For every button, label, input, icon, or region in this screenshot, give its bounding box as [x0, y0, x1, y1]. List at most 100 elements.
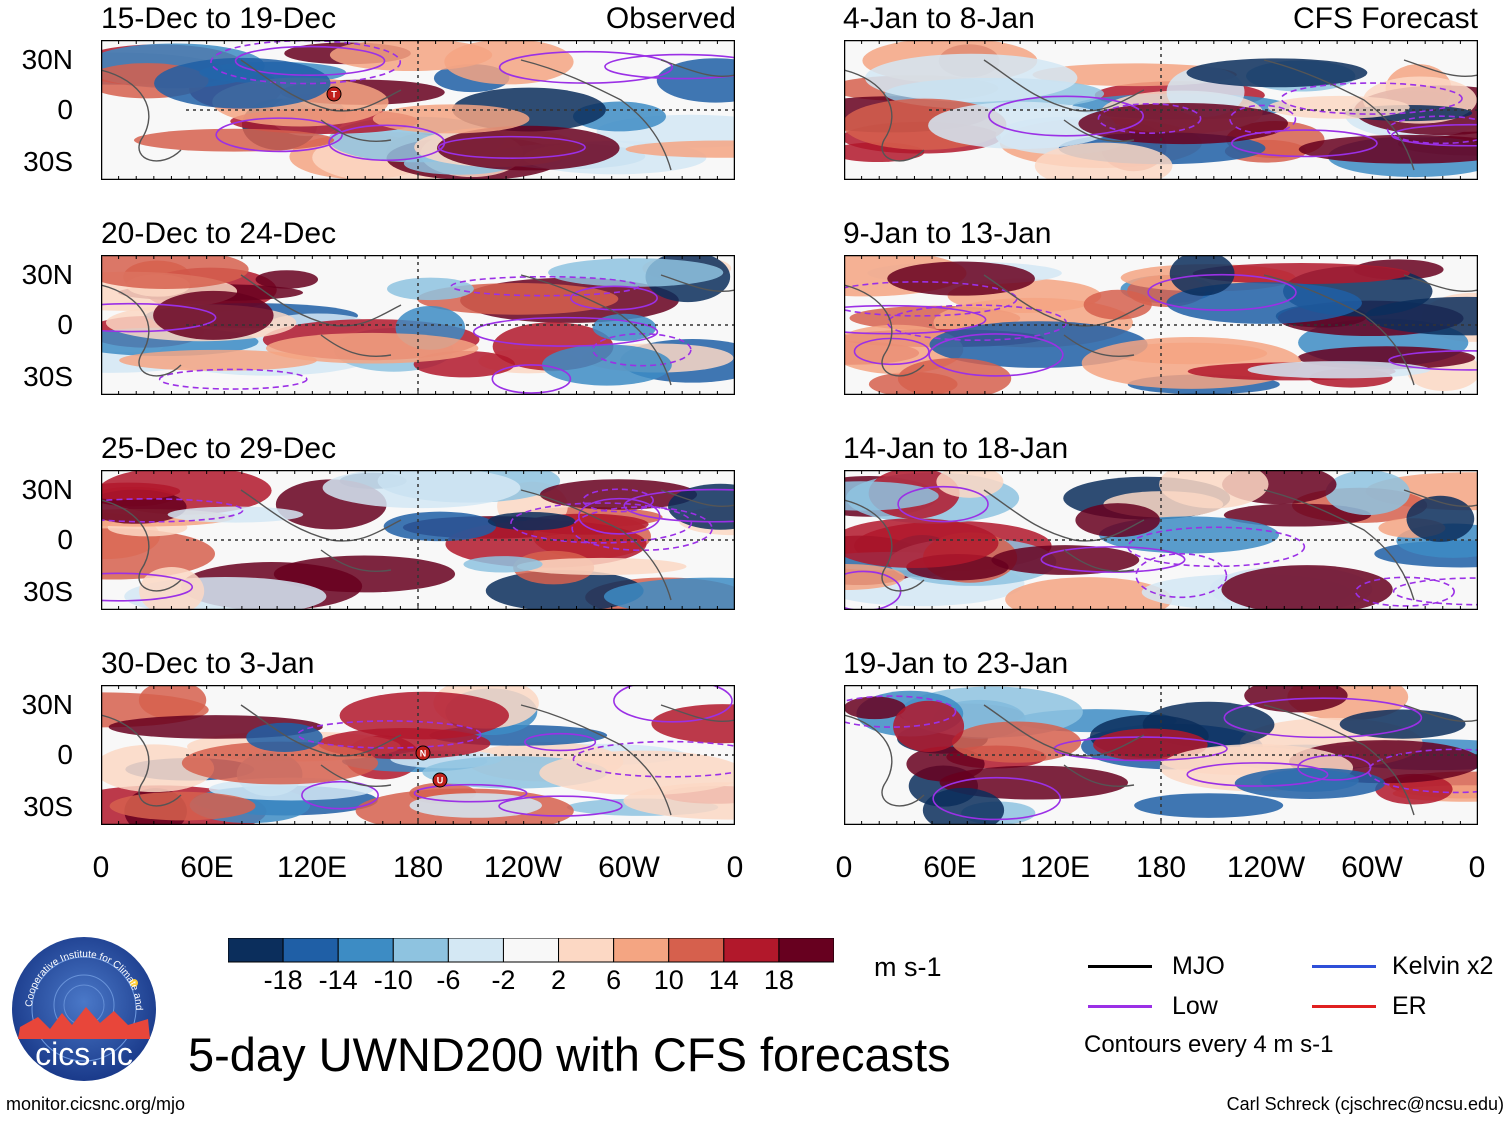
wind-anomaly-blob	[154, 57, 331, 109]
coastline	[1263, 489, 1415, 601]
coastline	[1403, 489, 1478, 507]
footer-url: monitor.cicsnc.org/mjo	[6, 1094, 186, 1114]
wind-anomaly-blob	[1247, 361, 1431, 379]
panel-title-5: 4-Jan to 8-Jan	[843, 2, 1035, 35]
svg-text:N: N	[420, 749, 427, 759]
wind-anomaly-blob	[1221, 565, 1393, 610]
low-contour	[1127, 526, 1306, 568]
low-contour	[928, 333, 1064, 377]
low-contour	[101, 572, 194, 602]
low-contour	[498, 795, 623, 817]
coastline	[1263, 274, 1415, 386]
panel-title-3: 25-Dec to 29-Dec	[101, 432, 337, 465]
lon-tick-label: 120E	[276, 851, 348, 884]
coastline	[1063, 764, 1135, 787]
coastline	[660, 59, 735, 77]
low-contour	[1040, 546, 1186, 573]
wind-anomaly-blob	[101, 255, 249, 289]
coastline	[240, 489, 402, 542]
coastline	[1403, 274, 1478, 292]
wind-anomaly-blob	[181, 741, 379, 785]
wind-anomaly-blob	[1078, 102, 1288, 145]
colorbar-swatch	[447, 938, 504, 963]
wind-anomaly-blob	[1406, 495, 1475, 542]
lat-tick-label: 0	[57, 309, 73, 340]
wind-anomaly-blob	[865, 53, 1078, 102]
wind-anomaly-blob	[153, 290, 274, 340]
colorbar-tick-label: 18	[763, 965, 794, 995]
coastline	[983, 59, 1145, 112]
wind-anomaly-blob	[1223, 503, 1372, 527]
coastline	[844, 284, 925, 377]
lat-tick-label: 30S	[23, 576, 73, 607]
main-title: 5-day UWND200 with CFS forecasts	[188, 1028, 951, 1081]
low-contour	[988, 95, 1144, 137]
low-contour	[577, 497, 661, 535]
svg-text:U: U	[437, 776, 444, 786]
colorbar-units: m s-1	[874, 952, 942, 982]
wind-anomaly-blob	[101, 744, 215, 793]
coastline	[520, 489, 672, 601]
low-contour	[1367, 748, 1478, 794]
coastline	[240, 274, 402, 327]
lat-tick-label: 30N	[21, 44, 73, 75]
wind-anomaly-blob	[485, 570, 644, 610]
colorbar-tick-label: 6	[606, 965, 622, 995]
low-contour	[472, 316, 659, 347]
low-contour	[215, 117, 343, 153]
coastline	[660, 489, 735, 507]
low-contour	[101, 302, 217, 333]
map-panel-6	[844, 255, 1478, 395]
map-panel-4: NU	[101, 685, 735, 825]
coastline	[320, 119, 392, 142]
coastline	[983, 704, 1145, 757]
coastline	[320, 334, 392, 357]
low-contour	[844, 695, 957, 728]
panel-title-4: 30-Dec to 3-Jan	[101, 647, 315, 680]
wind-anomaly-blob	[134, 128, 335, 152]
wind-anomaly-blob	[893, 700, 965, 752]
panel-title-8: 19-Jan to 23-Jan	[843, 647, 1069, 680]
colorbar-tick-label: 14	[708, 965, 739, 995]
map-panel-2	[101, 255, 735, 395]
lon-tick-label: 60E	[180, 851, 234, 884]
colorbar-tick-label: -2	[491, 965, 516, 995]
coastline	[240, 704, 402, 757]
lat-tick-label: 30N	[21, 689, 73, 720]
map-panel-3	[101, 470, 735, 610]
lon-tick-label: 60E	[923, 851, 977, 884]
wind-anomaly-blob	[1083, 289, 1152, 320]
contour-note: Contours every 4 m s-1	[1084, 1031, 1334, 1058]
coastline	[844, 499, 925, 592]
low-contour	[524, 732, 597, 752]
wind-anomaly-blob	[897, 358, 1012, 395]
low-contour	[413, 783, 528, 803]
colorbar-swatch	[228, 938, 284, 963]
wind-anomaly-blob	[844, 696, 906, 720]
panel-title-2: 20-Dec to 24-Dec	[101, 217, 337, 250]
wind-anomaly-blob	[383, 511, 497, 542]
colorbar-tick-label: -14	[318, 965, 358, 995]
colorbar	[228, 938, 834, 963]
coastline	[240, 59, 402, 112]
lon-tick-label: 120W	[483, 851, 563, 884]
wind-anomaly-blob	[1134, 793, 1284, 818]
wind-anomaly-blob	[651, 704, 735, 744]
coastline	[844, 714, 925, 807]
low-contour	[571, 506, 713, 552]
wind-anomaly-blob	[372, 104, 530, 134]
colorbar-tick-label: -6	[436, 965, 461, 995]
low-contour	[1391, 123, 1478, 147]
lon-tick-label: 180	[392, 851, 444, 884]
er-legend-line	[1312, 1005, 1376, 1008]
colorbar-tick-label: -10	[373, 965, 413, 995]
wind-anomaly-blob	[1034, 142, 1173, 180]
coastline	[1063, 549, 1135, 572]
lon-tick-label: 0	[1468, 851, 1486, 884]
low-contour	[1135, 553, 1228, 599]
wind-anomaly-blob	[265, 332, 479, 364]
wind-anomaly-blob	[844, 564, 905, 590]
wind-anomaly-blob	[119, 349, 317, 371]
legend-low: Low	[1172, 992, 1218, 1020]
low-contour	[844, 304, 987, 335]
